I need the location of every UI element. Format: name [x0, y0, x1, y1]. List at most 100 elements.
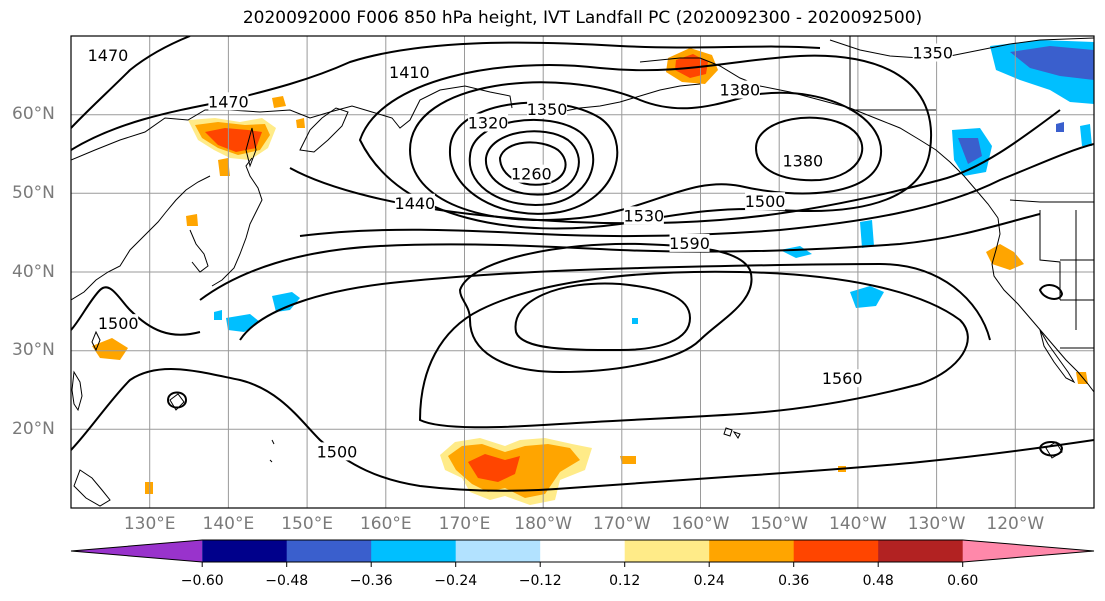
colorbar-tick-label: −0.60: [180, 573, 224, 589]
shade-okhotsk-inner: [205, 128, 262, 152]
shade-blue-japan-2: [226, 314, 260, 332]
shade-bering-inner: [675, 54, 708, 78]
colorbar-segment: [878, 540, 964, 562]
colorbar-segment: [709, 540, 795, 562]
contour-1500-n: [199, 213, 1041, 301]
coast-phil-2: [73, 469, 111, 507]
shade-small-1: [272, 96, 286, 108]
coast-hawaii-1: [723, 427, 733, 437]
contour-label: 1260: [511, 165, 552, 184]
contour-1590-inner: [514, 282, 692, 352]
contour-label: 1500: [98, 314, 139, 333]
colorbar-segment: [371, 540, 457, 562]
contour-label-bg: [511, 164, 552, 183]
shade-blue-ne-2: [1010, 46, 1094, 80]
contour-label: 1500: [745, 192, 786, 211]
contour-1320: [468, 118, 595, 206]
shade-pac-small: [620, 456, 636, 464]
chart-title: 2020092000 F006 850 hPa height, IVT Land…: [242, 8, 923, 28]
contour-label-bg: [669, 233, 710, 252]
x-tick-label: 170°E: [438, 514, 491, 534]
contour-label-bg: [208, 92, 249, 111]
shade-blue-japan-3: [214, 310, 222, 320]
border-state-1: [1039, 210, 1061, 300]
contour-label: 1440: [395, 194, 436, 213]
contour-1290: [484, 130, 580, 196]
contour-label: 1380: [782, 151, 823, 170]
contour-label-bg: [394, 193, 435, 212]
coast-korea: [189, 229, 209, 273]
colorbar-segment: [455, 540, 541, 562]
contour-label-bg: [527, 100, 568, 119]
contour-label: 1530: [624, 206, 665, 225]
contour-label-bg: [98, 314, 139, 333]
colorbar-tick-label: 0.36: [778, 573, 810, 589]
coast-sakhalin: [245, 127, 257, 168]
colorbar-tick-label: −0.12: [518, 573, 562, 589]
map-frame: [70, 35, 1095, 509]
colorbar-segment: [793, 540, 879, 562]
border-us-canada: [1009, 199, 1094, 203]
contour-1380: [408, 81, 883, 221]
colorbar: [70, 539, 1095, 567]
contour-label-bg: [468, 113, 509, 132]
colorbar-tick-label: −0.48: [265, 573, 309, 589]
contour-label: 1380: [720, 80, 761, 99]
contour-label-bg: [87, 45, 128, 64]
x-tick-label: 150°E: [281, 514, 333, 534]
colorbar-segment: [286, 540, 372, 562]
contour-1410: [358, 54, 933, 230]
shade-blue-mid-2: [850, 286, 884, 308]
colorbar-segment: [624, 540, 710, 562]
colorbar-tick-label: 0.24: [693, 573, 725, 589]
shade-blue-ne-4: [1080, 124, 1092, 146]
contour-label: 1410: [389, 63, 430, 82]
colorbar-tick-label: 0.12: [609, 573, 641, 589]
x-tick-label: 120°W: [986, 514, 1045, 534]
contour-small-2: [1038, 441, 1064, 457]
contour-1560: [418, 270, 969, 429]
contour-1500-w: [71, 286, 201, 336]
contour-label: 1350: [912, 44, 953, 63]
contour-1530: [239, 262, 991, 341]
shade-blue-mid-3: [860, 220, 874, 248]
contour-label-bg: [782, 151, 823, 170]
contour-small-3: [1038, 284, 1064, 300]
y-tick-label: 40°N: [12, 262, 55, 282]
contour-label: 1350: [527, 100, 568, 119]
contour-1470: [71, 36, 1094, 238]
x-tick-label: 170°W: [592, 514, 651, 534]
y-tick-label: 60°N: [12, 104, 55, 124]
shade-pac-small-2: [145, 482, 153, 494]
contour-label-bg: [822, 369, 863, 388]
gridlines: [71, 36, 1094, 508]
contour-1350-east: [754, 116, 864, 182]
contour-label: 1590: [669, 234, 710, 253]
y-tick-label: 30°N: [12, 340, 55, 360]
shade-blue-ak-2: [958, 138, 982, 164]
coast-baja: [1039, 329, 1076, 384]
coast-phil: [71, 370, 83, 412]
y-tick-label: 50°N: [12, 183, 55, 203]
colorbar-tick-label: −0.24: [434, 573, 478, 589]
contour-label-bg: [719, 80, 760, 99]
coast-taiwan: [91, 330, 101, 352]
colorbar-extend-left: [71, 540, 203, 562]
coast-japan: [211, 157, 263, 287]
contour-label-bg: [389, 63, 430, 82]
shade-pac-inner: [468, 454, 520, 482]
shade-phil: [92, 338, 128, 360]
shade-small-4: [296, 118, 305, 128]
x-tick-label: 160°W: [671, 514, 730, 534]
contour-label-bg: [623, 206, 664, 225]
colorbar-segment: [540, 540, 626, 562]
colorbar-segment: [202, 540, 288, 562]
contour-label: 1320: [468, 114, 509, 133]
shade-small-2: [218, 158, 230, 176]
contour-label-bg: [912, 43, 953, 62]
contour-1590: [458, 242, 753, 374]
coast-islands-4: [269, 459, 273, 463]
x-tick-label: 140°W: [829, 514, 887, 534]
contour-label: 1560: [822, 369, 863, 388]
